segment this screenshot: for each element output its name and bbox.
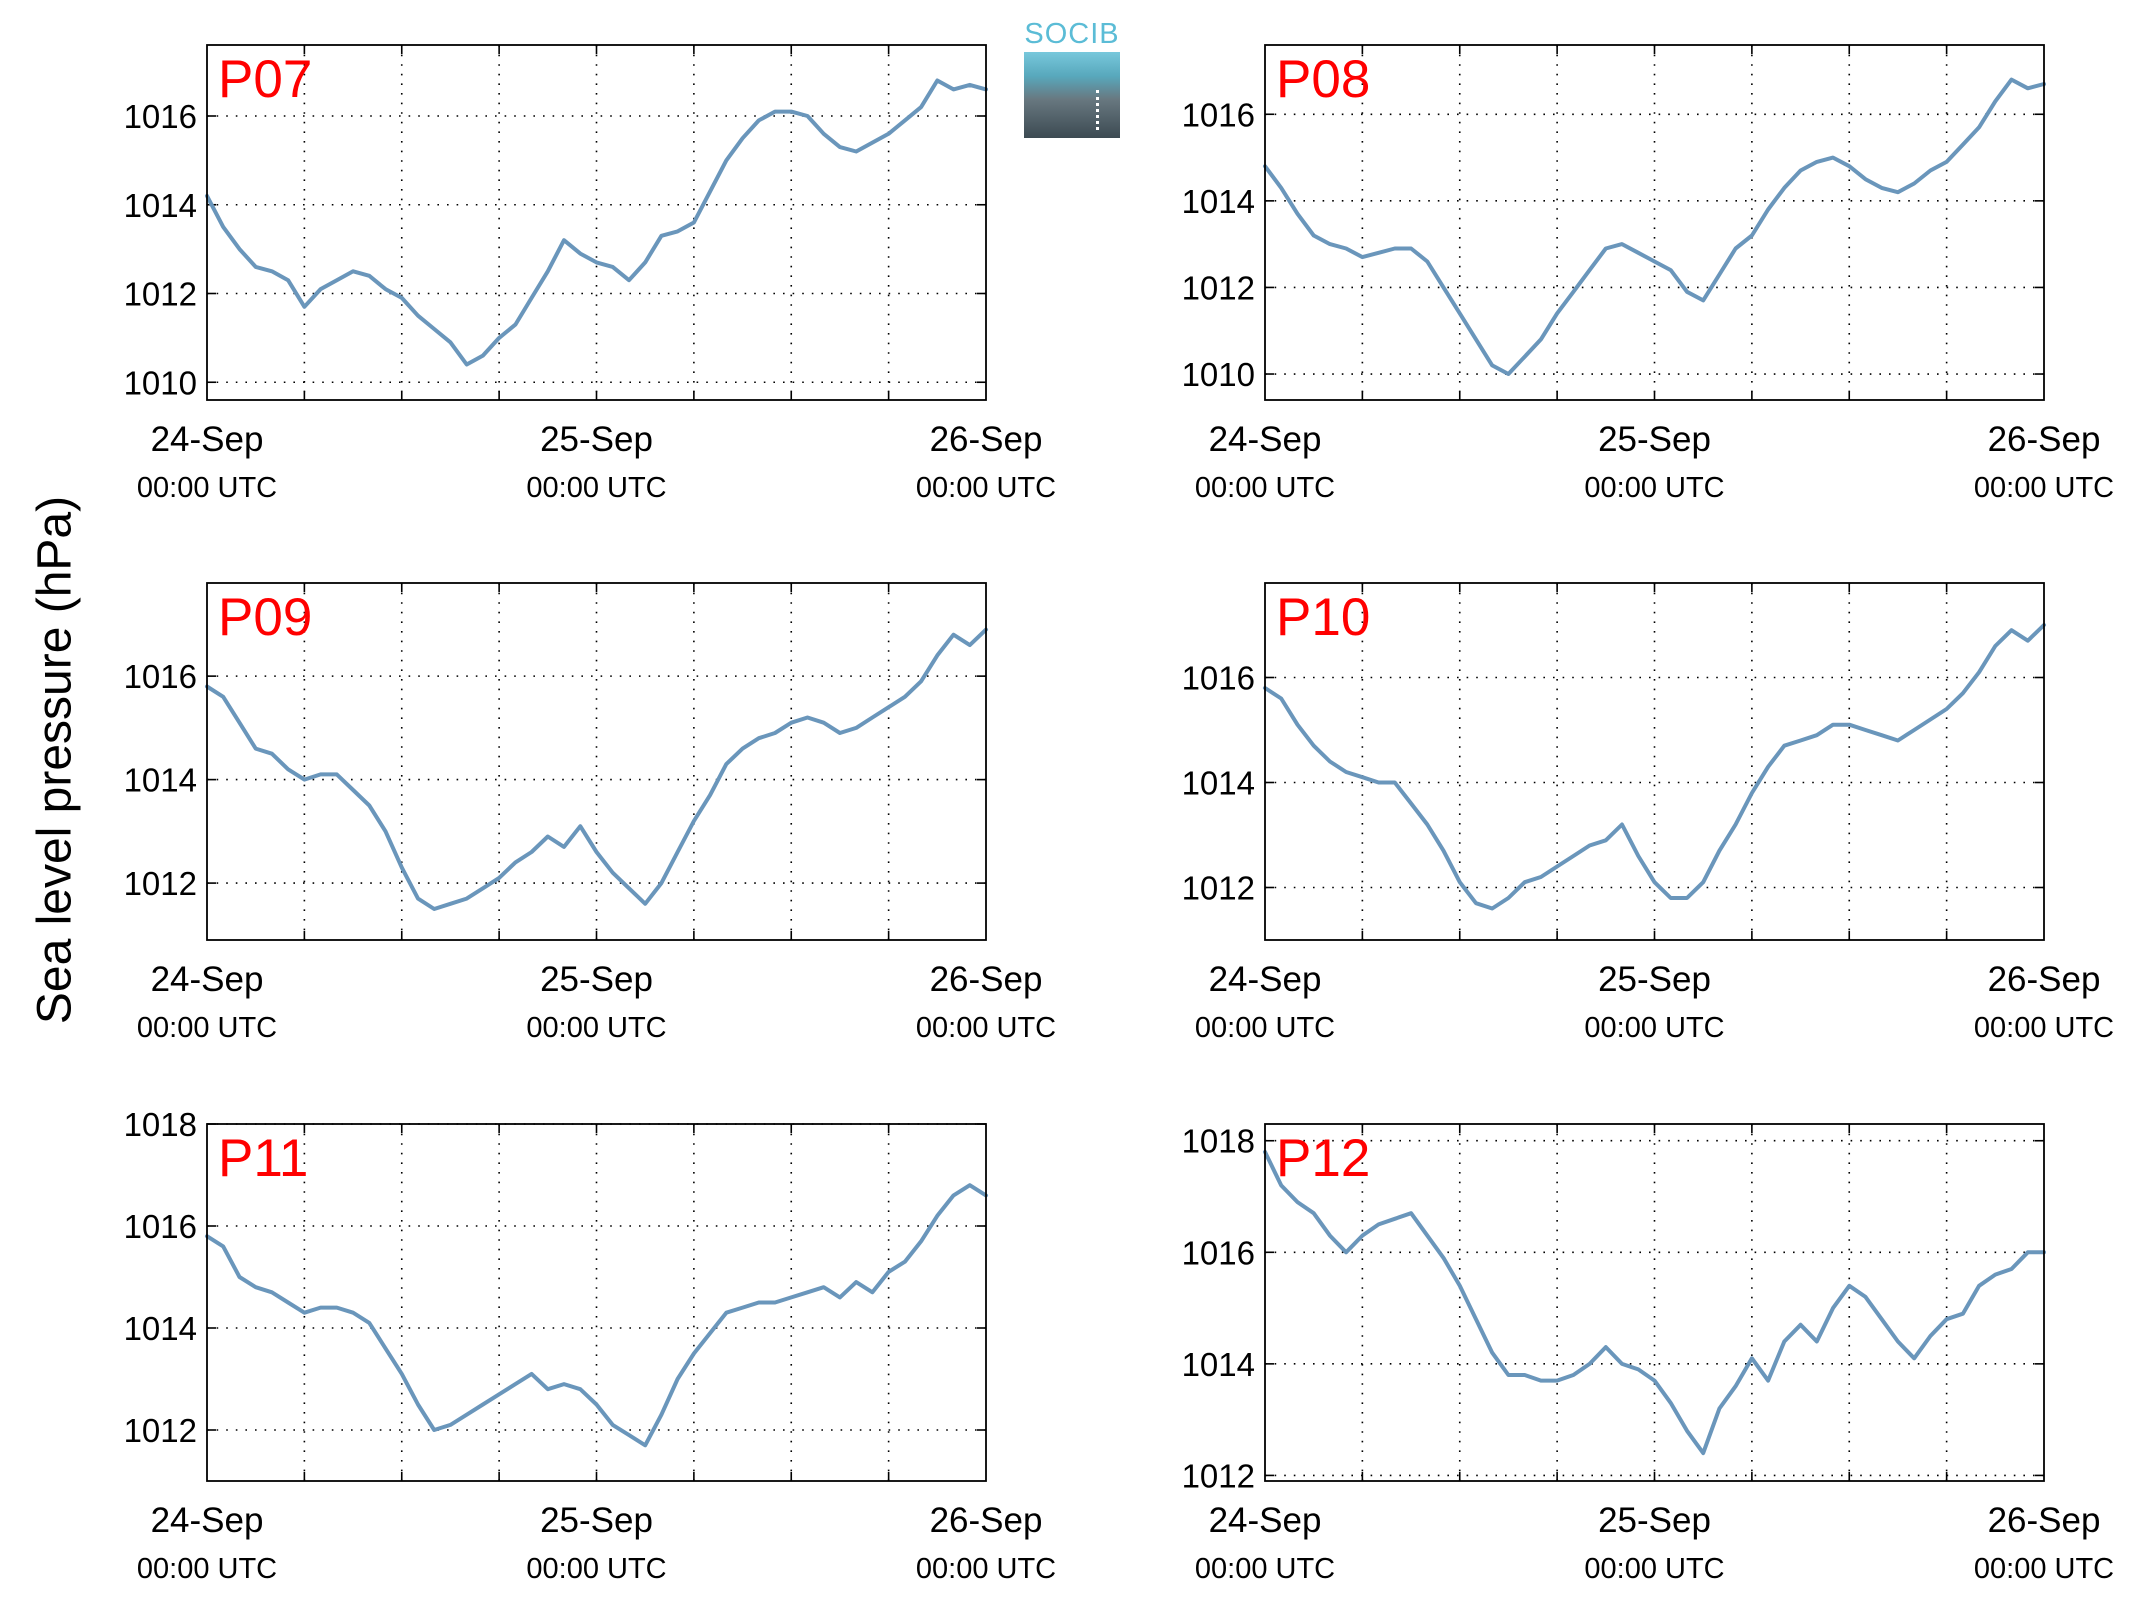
y-tick-label: 1016 bbox=[124, 98, 197, 135]
series-line bbox=[205, 1183, 988, 1448]
chart-panel-p09: 1012 1014 1016 24-Sep 00:00 UTC 25-Sep 00:00 U… bbox=[124, 582, 1056, 1044]
axes-frame bbox=[1264, 582, 2045, 941]
panel-title: P10 bbox=[1276, 588, 1370, 647]
x-tick-label-time: 00:00 UTC bbox=[526, 472, 666, 504]
x-tick-label-time: 00:00 UTC bbox=[1974, 472, 2114, 504]
x-tick-label-time: 00:00 UTC bbox=[137, 1012, 277, 1044]
y-tick-label: 1016 bbox=[124, 658, 197, 695]
x-tick-label-date: 24-Sep bbox=[151, 420, 264, 459]
y-tick-label: 1012 bbox=[124, 1412, 197, 1449]
x-tick-label-time: 00:00 UTC bbox=[526, 1012, 666, 1044]
x-tick-label-time: 00:00 UTC bbox=[1974, 1553, 2114, 1585]
x-tick-label-time: 00:00 UTC bbox=[1195, 472, 1335, 504]
x-tick-label-date: 24-Sep bbox=[1209, 420, 1322, 459]
y-tick-label: 1014 bbox=[1182, 1346, 1255, 1383]
x-tick-label-date: 25-Sep bbox=[1598, 1501, 1711, 1540]
x-tick-label-time: 00:00 UTC bbox=[1974, 1012, 2114, 1044]
chart-panel-p11: 1012 1014 1016 1018 24-Sep 00:00 UTC 25-Sep 00:… bbox=[124, 1106, 1057, 1585]
y-tick-label: 1010 bbox=[1182, 356, 1255, 393]
x-tick-label-time: 00:00 UTC bbox=[916, 1012, 1056, 1044]
x-tick-label-date: 26-Sep bbox=[930, 420, 1043, 459]
logo-wave-graphic bbox=[1024, 52, 1120, 138]
chart-panel-p07: 1010 1012 1014 1016 24-Sep 00:00 UTC 25-Sep 00:… bbox=[124, 44, 1056, 504]
y-tick-label: 1018 bbox=[124, 1106, 197, 1143]
y-tick-label: 1016 bbox=[124, 1208, 197, 1245]
socib-logo: SOCIB bbox=[1022, 18, 1122, 138]
x-tick-label-date: 24-Sep bbox=[1209, 1501, 1322, 1540]
panel-title: P09 bbox=[218, 588, 312, 647]
x-tick-label-date: 25-Sep bbox=[1598, 420, 1711, 459]
panel-title: P08 bbox=[1276, 50, 1370, 109]
y-tick-label: 1014 bbox=[124, 187, 197, 224]
y-tick-label: 1014 bbox=[1182, 183, 1255, 220]
x-tick-label-date: 26-Sep bbox=[1988, 1501, 2101, 1540]
series-line bbox=[205, 78, 988, 367]
series-line bbox=[205, 627, 988, 911]
y-tick-label: 1012 bbox=[1182, 1457, 1255, 1494]
y-tick-label: 1016 bbox=[1182, 1234, 1255, 1271]
plot-area bbox=[207, 45, 986, 400]
logo-dotted-line bbox=[1096, 90, 1099, 130]
y-tick-label: 1014 bbox=[124, 762, 197, 799]
x-tick-label-date: 26-Sep bbox=[930, 960, 1043, 999]
panel-title: P12 bbox=[1276, 1129, 1370, 1188]
plot-area bbox=[1265, 583, 2044, 940]
x-tick-label-date: 26-Sep bbox=[1988, 420, 2101, 459]
x-tick-label-date: 25-Sep bbox=[540, 1501, 653, 1540]
axes-frame bbox=[206, 582, 987, 941]
panel-title: P11 bbox=[218, 1129, 308, 1188]
y-tick-label: 1014 bbox=[124, 1310, 197, 1347]
y-tick-label: 1016 bbox=[1182, 96, 1255, 133]
y-tick-label: 1012 bbox=[1182, 269, 1255, 306]
plot-area bbox=[1265, 1124, 2044, 1481]
y-tick-label: 1014 bbox=[1182, 765, 1255, 802]
x-tick-label-time: 00:00 UTC bbox=[1584, 472, 1724, 504]
x-tick-label-time: 00:00 UTC bbox=[526, 1553, 666, 1585]
x-tick-label-time: 00:00 UTC bbox=[1195, 1012, 1335, 1044]
y-tick-label: 1012 bbox=[124, 276, 197, 313]
axes-frame bbox=[1264, 1123, 2045, 1482]
y-tick-label: 1012 bbox=[124, 865, 197, 902]
x-tick-label-time: 00:00 UTC bbox=[1584, 1553, 1724, 1585]
logo-text: SOCIB bbox=[1024, 18, 1120, 50]
x-tick-label-date: 24-Sep bbox=[1209, 960, 1322, 999]
x-tick-label-time: 00:00 UTC bbox=[1584, 1012, 1724, 1044]
y-tick-label: 1010 bbox=[124, 364, 197, 401]
x-tick-label-date: 26-Sep bbox=[930, 1501, 1043, 1540]
panel-title: P07 bbox=[218, 50, 312, 109]
x-tick-label-time: 00:00 UTC bbox=[137, 472, 277, 504]
x-tick-label-date: 25-Sep bbox=[540, 420, 653, 459]
x-tick-label-date: 25-Sep bbox=[540, 960, 653, 999]
axes-frame bbox=[1264, 44, 2045, 401]
y-axis-label: Sea level pressure (hPa) bbox=[28, 495, 82, 1025]
x-tick-label-date: 24-Sep bbox=[151, 1501, 264, 1540]
x-tick-label-time: 00:00 UTC bbox=[916, 472, 1056, 504]
y-tick-label: 1016 bbox=[1182, 660, 1255, 697]
x-tick-label-time: 00:00 UTC bbox=[916, 1553, 1056, 1585]
plot-area bbox=[207, 583, 986, 940]
x-tick-label-time: 00:00 UTC bbox=[137, 1553, 277, 1585]
chart-panel-p08: 1010 1012 1014 1016 24-Sep 00:00 UTC 25-Sep 00:… bbox=[1182, 44, 2114, 504]
plot-area bbox=[207, 1124, 986, 1481]
chart-panel-p12: 1012 1014 1016 1018 24-Sep 00:00 UTC 25-Sep 00:… bbox=[1182, 1123, 2115, 1585]
y-tick-label: 1018 bbox=[1182, 1123, 1255, 1160]
x-tick-label-time: 00:00 UTC bbox=[1195, 1553, 1335, 1585]
axes-frame bbox=[206, 44, 987, 401]
series-line bbox=[1263, 1149, 2046, 1456]
series-line bbox=[1263, 77, 2046, 376]
x-tick-label-date: 24-Sep bbox=[151, 960, 264, 999]
x-tick-label-date: 25-Sep bbox=[1598, 960, 1711, 999]
y-tick-label: 1012 bbox=[1182, 870, 1255, 907]
x-tick-label-date: 26-Sep bbox=[1988, 960, 2101, 999]
axes-frame bbox=[206, 1123, 987, 1482]
chart-panel-p10: 1012 1014 1016 24-Sep 00:00 UTC 25-Sep 00:00 U… bbox=[1182, 582, 2114, 1044]
series-line bbox=[1263, 623, 2046, 911]
plot-area bbox=[1265, 45, 2044, 400]
